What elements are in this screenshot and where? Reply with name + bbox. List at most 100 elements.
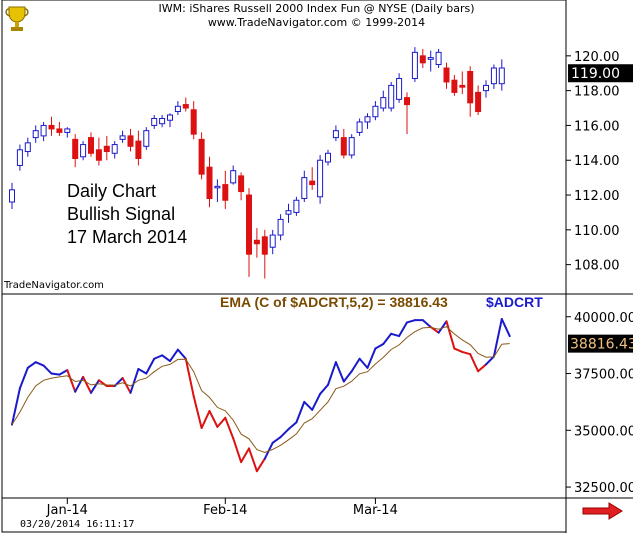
adcrt-line-segment [366, 347, 377, 369]
candle-body [340, 137, 347, 156]
ema-symbol-label: $ADCRT [486, 294, 543, 310]
candle [56, 121, 63, 136]
candle-body [404, 97, 410, 106]
adcrt-line-segment [319, 383, 329, 395]
candle-body [56, 128, 63, 133]
annotation-line-3: 17 March 2014 [67, 227, 188, 247]
candle [167, 113, 173, 128]
candle [72, 134, 79, 168]
candle-body [167, 114, 173, 121]
candle-body [332, 130, 339, 139]
candle-body [127, 135, 134, 147]
candle [253, 228, 260, 258]
candle [40, 121, 47, 142]
candle [293, 196, 300, 216]
adcrt-line-segment [34, 361, 45, 367]
candle-body [48, 124, 55, 130]
adcrt-line-segment [303, 400, 314, 411]
candle [332, 125, 339, 142]
adcrt-line-segment [248, 447, 258, 473]
candle-body [9, 189, 15, 203]
candle-body [372, 105, 379, 118]
candle [24, 137, 31, 157]
adcrt-line-segment [342, 370, 353, 383]
adcrt-line-segment [445, 320, 456, 350]
adcrt-line-segment [74, 375, 85, 393]
candle [32, 125, 39, 143]
candle-body [72, 138, 79, 159]
adcrt-line-segment [406, 319, 416, 324]
candle-body [451, 79, 458, 93]
candle [317, 155, 324, 204]
candle-body [80, 144, 87, 158]
candle-body [95, 149, 102, 161]
candle-body [388, 84, 395, 109]
ema-line [11, 326, 510, 454]
adcrt-line-segment [216, 416, 227, 428]
adcrt-line-segment [358, 357, 369, 369]
annotation-line-1: Daily Chart [67, 181, 157, 201]
adcrt-line-segment [129, 367, 140, 394]
candle [143, 127, 150, 150]
candle [364, 113, 371, 129]
candle [16, 144, 23, 171]
candle [182, 97, 189, 112]
candle-body [230, 170, 237, 184]
ema-last-value-label: 38816.43 [570, 337, 633, 353]
candle-body [135, 140, 142, 160]
candle-body [301, 177, 308, 200]
ema-y-tick-label: 40000.00 [574, 311, 633, 326]
candle [222, 170, 229, 209]
ema-label: EMA (C of $ADCRT,5,2) = 38816.43 [220, 294, 448, 310]
candle-body [261, 236, 268, 255]
adcrt-line-segment [26, 361, 37, 369]
price-y-tick-label: 110.00 [574, 224, 620, 239]
adcrt-line-segment [390, 332, 401, 338]
adcrt-line-segment [145, 357, 156, 375]
candle [404, 92, 410, 135]
adcrt-line-segment [453, 347, 464, 353]
candle [396, 73, 403, 103]
adcrt-line-segment [208, 409, 219, 428]
candle [419, 48, 426, 69]
candle-body [111, 144, 118, 154]
adcrt-line-segment [461, 350, 472, 356]
candle-body [143, 130, 150, 147]
candle-body [459, 84, 466, 88]
candle [9, 182, 15, 209]
adcrt-line-segment [153, 354, 164, 360]
candle [95, 137, 102, 166]
candle [119, 130, 126, 143]
adcrt-line-segment [42, 364, 53, 375]
candle [301, 170, 308, 202]
candle-body [396, 77, 403, 100]
candle-body [253, 239, 260, 245]
candle-body [364, 116, 371, 123]
candle-body [498, 67, 505, 85]
annotation-line-2: Bullish Signal [67, 204, 176, 224]
candle [459, 71, 466, 95]
candle [64, 127, 71, 138]
candle [498, 59, 505, 91]
adcrt-line-segment [287, 421, 298, 431]
adcrt-line-segment [437, 320, 448, 334]
candle-body [317, 159, 324, 198]
adcrt-line-segment [18, 366, 29, 390]
candle-body [214, 185, 221, 189]
candle [269, 229, 276, 255]
price-last-value-label: 119.00 [571, 66, 620, 82]
candle-body [435, 51, 442, 66]
candle-body [309, 180, 316, 186]
candle [80, 141, 87, 161]
candle-body [238, 175, 245, 193]
candle [411, 47, 418, 82]
adcrt-line-segment [82, 375, 92, 394]
adcrt-line-segment [50, 372, 61, 376]
adcrt-line-segment [350, 357, 361, 373]
adcrt-line-segment [121, 377, 132, 394]
candle-body [325, 152, 331, 163]
adcrt-line-segment [500, 318, 511, 338]
candle-body [483, 84, 489, 92]
